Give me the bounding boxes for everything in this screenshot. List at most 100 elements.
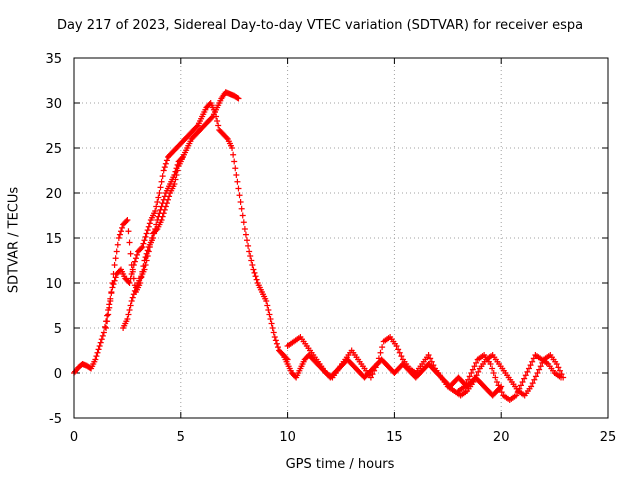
data-point — [271, 334, 278, 340]
data-point — [152, 208, 159, 214]
data-point — [495, 382, 502, 389]
data-point — [529, 358, 536, 365]
data-point — [237, 199, 244, 205]
data-point — [519, 379, 526, 385]
data-point — [214, 118, 221, 124]
data-point — [116, 231, 123, 238]
data-point — [103, 325, 110, 331]
data-point — [173, 172, 180, 178]
data-point — [161, 206, 168, 213]
data-point — [240, 219, 247, 226]
data-point — [367, 374, 374, 381]
data-point — [536, 366, 543, 373]
data-point — [514, 389, 521, 396]
data-point — [162, 160, 169, 167]
data-point — [154, 199, 161, 205]
data-point — [396, 349, 403, 356]
data-point — [146, 220, 153, 227]
data-point — [113, 248, 120, 255]
data-point — [268, 320, 275, 327]
y-axis-label: SDTVAR / TECUs — [6, 186, 22, 294]
data-point — [369, 371, 376, 378]
data-point — [158, 217, 165, 223]
data-point — [145, 248, 152, 255]
data-point — [489, 365, 496, 372]
data-point — [527, 362, 534, 369]
data-point — [234, 178, 241, 185]
data-point — [160, 167, 167, 174]
data-point — [208, 114, 215, 121]
data-point — [153, 203, 160, 210]
data-point — [231, 158, 238, 165]
data-point — [521, 375, 528, 382]
data-point — [166, 193, 173, 200]
data-point — [111, 262, 118, 268]
data-point — [112, 274, 119, 281]
data-point — [115, 235, 122, 241]
plot-frame — [73, 57, 609, 419]
data-point — [138, 245, 145, 252]
data-point — [131, 287, 138, 294]
data-point — [97, 339, 104, 346]
data-point — [427, 355, 434, 362]
data-point — [100, 329, 107, 336]
data-point — [274, 344, 281, 351]
data-point — [106, 304, 113, 311]
data-point — [110, 281, 117, 288]
data-point — [161, 164, 168, 171]
data-point — [516, 385, 523, 392]
data-point — [139, 244, 146, 250]
data-point — [465, 376, 472, 383]
data-point — [126, 239, 133, 246]
x-tick-label: 5 — [177, 430, 185, 445]
data-point — [493, 379, 500, 385]
data-point — [141, 266, 148, 273]
data-point — [475, 368, 482, 375]
data-point — [234, 94, 241, 101]
data-point — [163, 157, 170, 164]
x-tick-label: 0 — [70, 430, 78, 445]
data-point — [468, 370, 475, 376]
data-point — [104, 312, 111, 319]
y-tick-label: 20 — [45, 187, 62, 202]
x-axis-label: GPS time / hours — [285, 457, 395, 472]
data-point — [242, 231, 249, 238]
data-point — [125, 278, 132, 285]
data-point — [142, 262, 149, 268]
data-point — [223, 134, 230, 141]
data-point — [144, 247, 151, 254]
data-point — [141, 237, 148, 244]
data-point — [105, 311, 112, 318]
data-point — [265, 307, 272, 313]
data-point — [159, 173, 166, 180]
data-point — [513, 392, 520, 399]
data-point — [159, 213, 166, 220]
data-point — [556, 367, 563, 374]
data-point — [119, 224, 126, 231]
data-point — [248, 257, 255, 264]
data-point — [172, 176, 179, 183]
data-point — [272, 337, 279, 344]
data-point — [377, 349, 384, 356]
data-point — [469, 366, 476, 373]
data-point — [144, 253, 151, 259]
x-tick-label: 20 — [493, 430, 510, 445]
data-point — [127, 250, 134, 257]
data-point — [96, 343, 103, 349]
data-point — [239, 212, 246, 219]
data-point — [395, 346, 402, 353]
data-point — [125, 228, 132, 235]
data-point — [466, 373, 473, 380]
data-point — [146, 244, 153, 250]
data-point — [93, 353, 100, 360]
data-point — [144, 227, 151, 234]
data-point — [428, 358, 435, 365]
data-point — [267, 316, 274, 322]
data-point — [528, 383, 535, 390]
data-point — [241, 226, 248, 232]
data-point — [425, 352, 432, 358]
data-point — [126, 307, 133, 313]
data-point — [461, 383, 468, 390]
data-point — [104, 318, 111, 325]
data-point — [393, 343, 400, 349]
